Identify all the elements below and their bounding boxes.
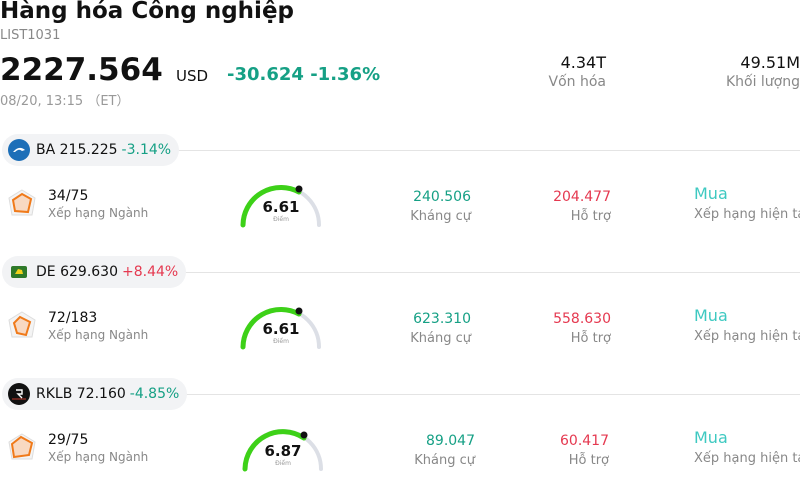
radar-icon bbox=[8, 189, 36, 216]
industry-rank-label: Xếp hạng Ngành bbox=[48, 206, 149, 220]
support-label: Hỗ trợ bbox=[570, 331, 611, 346]
boeing-logo-icon bbox=[8, 139, 30, 161]
stock-price: 72.160 bbox=[76, 386, 126, 402]
ticker: RKLB bbox=[36, 386, 73, 402]
resistance-value: 623.310 bbox=[413, 311, 471, 327]
resistance-label: Kháng cự bbox=[414, 453, 475, 468]
currency-label: USD bbox=[176, 67, 209, 85]
resistance-label: Kháng cự bbox=[410, 209, 471, 224]
deere-logo-icon bbox=[8, 261, 30, 283]
support: 558.630 Hỗ trợ bbox=[491, 311, 611, 346]
market-cap-value: 4.34T bbox=[560, 53, 606, 72]
stock-price: 629.630 bbox=[60, 264, 118, 280]
stock-price: 215.225 bbox=[59, 142, 118, 158]
score-value: 6.87 bbox=[264, 442, 302, 460]
industry-rank-label: Xếp hạng Ngành bbox=[48, 328, 149, 342]
support-value: 204.477 bbox=[553, 189, 611, 205]
support: 60.417 Hỗ trợ bbox=[489, 433, 609, 468]
rating-label: Xếp hạng hiện tại bbox=[694, 329, 800, 344]
support: 204.477 Hỗ trợ bbox=[491, 189, 611, 224]
rocketlab-logo-icon bbox=[8, 383, 30, 405]
stock-change: +8.44% bbox=[122, 264, 179, 280]
radar-icon bbox=[8, 311, 36, 338]
current-rating: Mua Xếp hạng hiện tại bbox=[694, 306, 800, 344]
ticker: DE bbox=[36, 264, 56, 280]
industry-rank-label: Xếp hạng Ngành bbox=[48, 450, 149, 464]
index-price: 2227.564 bbox=[0, 52, 163, 88]
radar-icon bbox=[8, 433, 36, 460]
rating-label: Xếp hạng hiện tại bbox=[694, 207, 800, 222]
row-divider bbox=[170, 394, 800, 395]
resistance-value: 89.047 bbox=[426, 433, 475, 449]
support-value: 60.417 bbox=[560, 433, 609, 449]
stock-row-de[interactable]: DE 629.630 +8.44% 72/183 Xếp hạng Ngành … bbox=[0, 256, 800, 376]
stock-pill[interactable]: RKLB 72.160 -4.85% bbox=[2, 378, 188, 410]
current-rating: Mua Xếp hạng hiện tại bbox=[694, 184, 800, 222]
score-value: 6.61 bbox=[262, 320, 300, 338]
volume-stat: 49.51M Khối lượng bbox=[600, 53, 800, 90]
market-cap-label: Vốn hóa bbox=[548, 74, 606, 90]
support-label: Hỗ trợ bbox=[568, 453, 609, 468]
list-code: LIST1031 bbox=[0, 28, 61, 43]
score-value: 6.61 bbox=[262, 198, 300, 216]
support-label: Hỗ trợ bbox=[570, 209, 611, 224]
score-label: Điểm bbox=[273, 338, 289, 345]
industry-rank: 34/75 bbox=[48, 188, 89, 204]
stock-row-ba[interactable]: BA 215.225 -3.14% 34/75 Xếp hạng Ngành 6… bbox=[0, 134, 800, 254]
resistance-value: 240.506 bbox=[413, 189, 471, 205]
support-value: 558.630 bbox=[553, 311, 611, 327]
current-rating: Mua Xếp hạng hiện tại bbox=[694, 428, 800, 466]
timestamp: 08/20, 13:15 （ET） bbox=[0, 94, 130, 109]
row-divider bbox=[170, 272, 800, 273]
industry-rank: 72/183 bbox=[48, 310, 98, 326]
ticker: BA bbox=[36, 142, 56, 158]
volume-value: 49.51M bbox=[740, 53, 800, 72]
page-title: Hàng hóa Công nghiệp bbox=[0, 0, 295, 24]
score-label: Điểm bbox=[273, 216, 289, 223]
volume-label: Khối lượng bbox=[725, 74, 800, 90]
resistance-label: Kháng cự bbox=[410, 331, 471, 346]
stock-change: -4.85% bbox=[129, 386, 180, 402]
industry-rank: 29/75 bbox=[48, 432, 89, 448]
index-change: -30.624 -1.36% bbox=[227, 64, 381, 85]
rating-label: Xếp hạng hiện tại bbox=[694, 451, 800, 466]
stock-pill[interactable]: BA 215.225 -3.14% bbox=[2, 134, 180, 166]
stock-change: -3.14% bbox=[121, 142, 172, 158]
resistance: 623.310 Kháng cự bbox=[351, 311, 471, 346]
row-divider bbox=[170, 150, 800, 151]
rating-value: Mua bbox=[694, 428, 728, 447]
rating-value: Mua bbox=[694, 306, 728, 325]
score-label: Điểm bbox=[275, 460, 291, 467]
resistance: 89.047 Kháng cự bbox=[355, 433, 475, 468]
stock-row-rklb[interactable]: RKLB 72.160 -4.85% 29/75 Xếp hạng Ngành … bbox=[0, 378, 800, 488]
stock-pill[interactable]: DE 629.630 +8.44% bbox=[2, 256, 187, 288]
rating-value: Mua bbox=[694, 184, 728, 203]
resistance: 240.506 Kháng cự bbox=[351, 189, 471, 224]
market-cap-stat: 4.34T Vốn hóa bbox=[406, 53, 606, 90]
